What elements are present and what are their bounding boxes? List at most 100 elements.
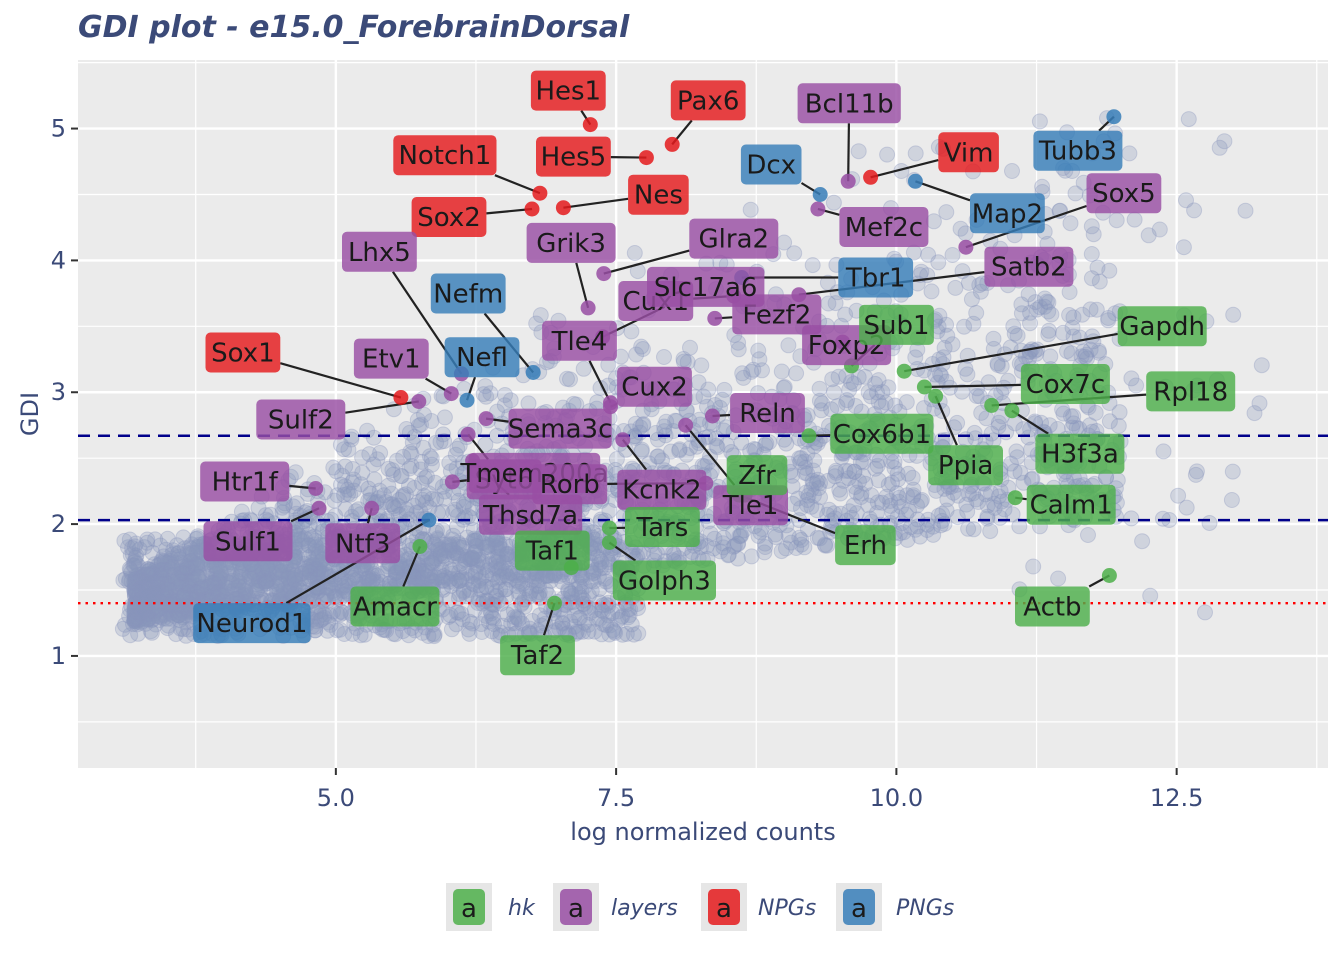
- background-point: [470, 547, 486, 564]
- background-point: [165, 604, 182, 621]
- background-point: [729, 535, 746, 552]
- background-point: [907, 145, 924, 162]
- background-point: [126, 610, 143, 627]
- gene-label-tbr1: Tbr1: [838, 257, 914, 298]
- background-point: [133, 590, 150, 607]
- background-point: [388, 452, 405, 469]
- background-point: [176, 570, 193, 587]
- background-point: [397, 546, 414, 563]
- gene-point-gapdh: [896, 363, 912, 379]
- background-point: [423, 413, 440, 429]
- background-point: [786, 245, 803, 262]
- background-point: [1253, 357, 1270, 374]
- gene-label-nes: Nes: [628, 174, 689, 215]
- background-point: [316, 591, 333, 608]
- background-point: [938, 316, 955, 333]
- background-point: [773, 363, 790, 380]
- background-point: [932, 366, 948, 383]
- background-point: [757, 437, 774, 454]
- background-point: [913, 492, 930, 508]
- background-point: [129, 585, 146, 602]
- gene-label-cox6b1: Cox6b1: [830, 413, 934, 454]
- background-point: [441, 537, 458, 554]
- background-point: [671, 441, 688, 458]
- background-point: [410, 570, 427, 587]
- background-point: [767, 526, 784, 543]
- gene-point-mef2c: [810, 201, 826, 217]
- gene-label-text: Kcnk2: [622, 476, 701, 506]
- background-point: [441, 454, 458, 471]
- background-point: [172, 620, 189, 637]
- background-point: [841, 503, 858, 520]
- gene-label-text: Grik3: [536, 229, 606, 259]
- gene-point-tars: [601, 520, 617, 536]
- background-point: [827, 510, 844, 527]
- background-point: [164, 593, 181, 610]
- gene-label-sox1: Sox1: [205, 332, 281, 373]
- background-point: [939, 491, 956, 508]
- background-point: [907, 521, 924, 538]
- background-point: [923, 283, 940, 300]
- gene-label-calm1: Calm1: [1026, 484, 1116, 525]
- background-point: [272, 571, 289, 588]
- background-point: [213, 564, 229, 581]
- gene-label-glra2: Glra2: [689, 218, 779, 259]
- background-point: [862, 388, 879, 405]
- background-point: [382, 496, 399, 513]
- background-point: [448, 518, 465, 535]
- background-point: [1027, 294, 1044, 311]
- background-point: [134, 568, 151, 585]
- gene-point-sema3c: [478, 411, 494, 427]
- background-point: [405, 497, 422, 514]
- gene-label-text: Sox1: [211, 339, 275, 369]
- background-point: [210, 573, 227, 590]
- gene-label-text: Nes: [634, 181, 683, 211]
- gene-point-sox5: [958, 239, 974, 255]
- background-point: [845, 497, 862, 514]
- background-point: [139, 589, 156, 605]
- gene-point-notch1: [532, 185, 548, 201]
- background-point: [300, 537, 317, 553]
- background-point: [141, 604, 158, 621]
- background-point: [153, 593, 170, 610]
- background-point: [174, 565, 191, 582]
- background-point: [972, 283, 989, 300]
- background-point: [180, 576, 197, 593]
- background-point: [161, 563, 178, 579]
- gene-point-etv1: [443, 386, 459, 402]
- background-point: [1123, 370, 1140, 387]
- background-point: [1111, 404, 1128, 421]
- background-point: [137, 607, 154, 624]
- background-point: [306, 528, 323, 545]
- background-point: [365, 456, 382, 473]
- background-point: [147, 561, 163, 578]
- gene-label-lhx5: Lhx5: [342, 231, 417, 272]
- background-point: [532, 307, 549, 324]
- background-point: [633, 338, 650, 355]
- gene-label-mef2c: Mef2c: [839, 207, 929, 247]
- y-axis-title: GDI: [16, 392, 44, 436]
- gene-point-htr1f: [308, 481, 324, 496]
- y-tick-label: 4: [51, 246, 66, 274]
- background-point: [455, 496, 472, 513]
- background-point: [393, 558, 410, 575]
- background-point: [501, 571, 518, 588]
- gene-label-sema3c: Sema3c: [508, 408, 612, 449]
- background-point: [441, 536, 458, 553]
- background-point: [796, 453, 813, 470]
- background-point: [495, 554, 512, 571]
- x-axis: 5.0 7.5 10.0 12.5: [317, 768, 1203, 812]
- y-tick-label: 5: [51, 115, 66, 143]
- background-point: [695, 388, 712, 405]
- background-point: [159, 598, 176, 614]
- background-point: [162, 605, 179, 622]
- background-point: [358, 570, 375, 587]
- legend-key-glyph: a: [716, 894, 732, 924]
- background-point: [141, 569, 158, 586]
- background-point: [697, 429, 714, 446]
- background-point: [1083, 218, 1100, 235]
- background-point: [390, 507, 407, 523]
- background-point: [139, 534, 156, 551]
- background-point: [886, 460, 903, 476]
- gene-label-golph3: Golph3: [612, 560, 716, 601]
